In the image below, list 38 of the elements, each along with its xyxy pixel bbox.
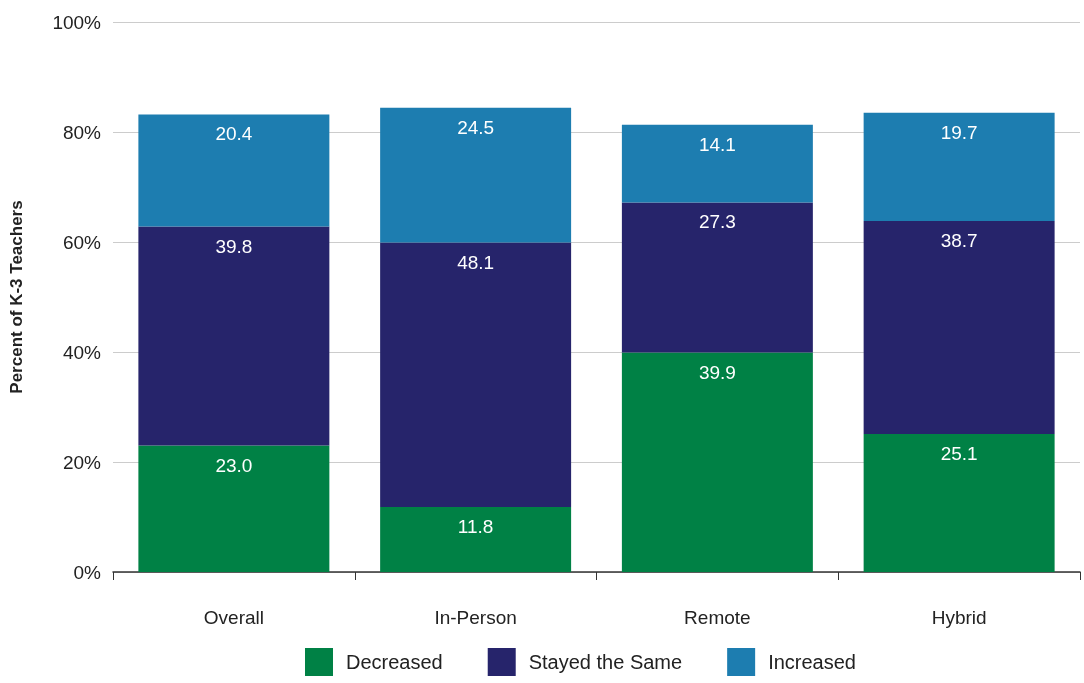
x-tick-label: Remote bbox=[684, 607, 751, 628]
data-label: 14.1 bbox=[698, 133, 736, 155]
legend-label: Decreased bbox=[346, 651, 443, 673]
y-tick-label: 20% bbox=[62, 451, 102, 473]
data-label: 48.1 bbox=[457, 251, 495, 273]
data-label: 23.0 bbox=[215, 454, 253, 476]
x-tick-label: In-Person bbox=[434, 607, 517, 628]
bar bbox=[863, 221, 1055, 434]
data-label: 27.3 bbox=[698, 211, 736, 233]
bar bbox=[138, 445, 330, 572]
data-label: 38.7 bbox=[940, 230, 978, 252]
data-label: 20.4 bbox=[215, 123, 253, 145]
bar bbox=[138, 226, 330, 446]
data-label: 11.8 bbox=[457, 516, 494, 538]
bar bbox=[138, 114, 330, 227]
y-tick-label: 40% bbox=[62, 341, 102, 363]
bar bbox=[863, 433, 1055, 572]
y-tick-label: 80% bbox=[62, 121, 102, 143]
bar bbox=[380, 507, 572, 572]
bar bbox=[621, 202, 813, 353]
bar bbox=[621, 124, 813, 203]
y-axis-title: Percent of K-3 Teachers bbox=[7, 200, 26, 394]
data-label: 39.9 bbox=[698, 361, 736, 383]
bar bbox=[380, 107, 572, 243]
data-label: 24.5 bbox=[457, 116, 495, 138]
bar bbox=[863, 112, 1055, 222]
bar bbox=[380, 242, 572, 508]
legend-label: Increased bbox=[768, 651, 856, 673]
bar bbox=[621, 352, 813, 572]
legend-label: Stayed the Same bbox=[528, 651, 683, 673]
data-label: 39.8 bbox=[215, 235, 253, 257]
data-label: 25.1 bbox=[940, 442, 978, 464]
y-tick-label: 60% bbox=[62, 231, 102, 253]
data-label: 19.7 bbox=[940, 121, 978, 143]
x-tick-label: Overall bbox=[203, 607, 264, 628]
x-tick-label: Hybrid bbox=[931, 607, 987, 628]
y-tick-label: 100% bbox=[52, 11, 102, 33]
y-tick-label: 0% bbox=[73, 561, 102, 583]
